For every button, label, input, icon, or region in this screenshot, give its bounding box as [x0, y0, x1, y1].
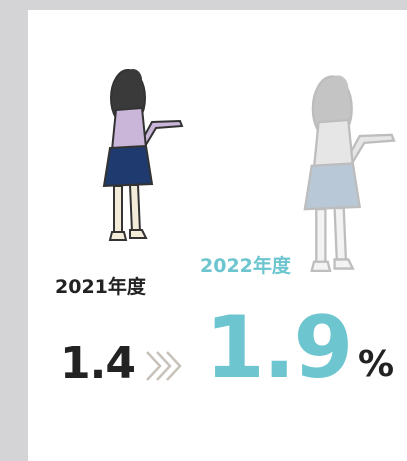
- figure-2021: [104, 69, 182, 240]
- value-prev: 1.4: [60, 338, 136, 389]
- chevrons: [146, 351, 182, 381]
- figure-2022: [304, 75, 394, 271]
- year-curr: 2022年度: [200, 255, 291, 277]
- unit: %: [358, 344, 395, 385]
- value-curr: 1.9: [205, 298, 353, 398]
- year-prev: 2021年度: [55, 276, 146, 298]
